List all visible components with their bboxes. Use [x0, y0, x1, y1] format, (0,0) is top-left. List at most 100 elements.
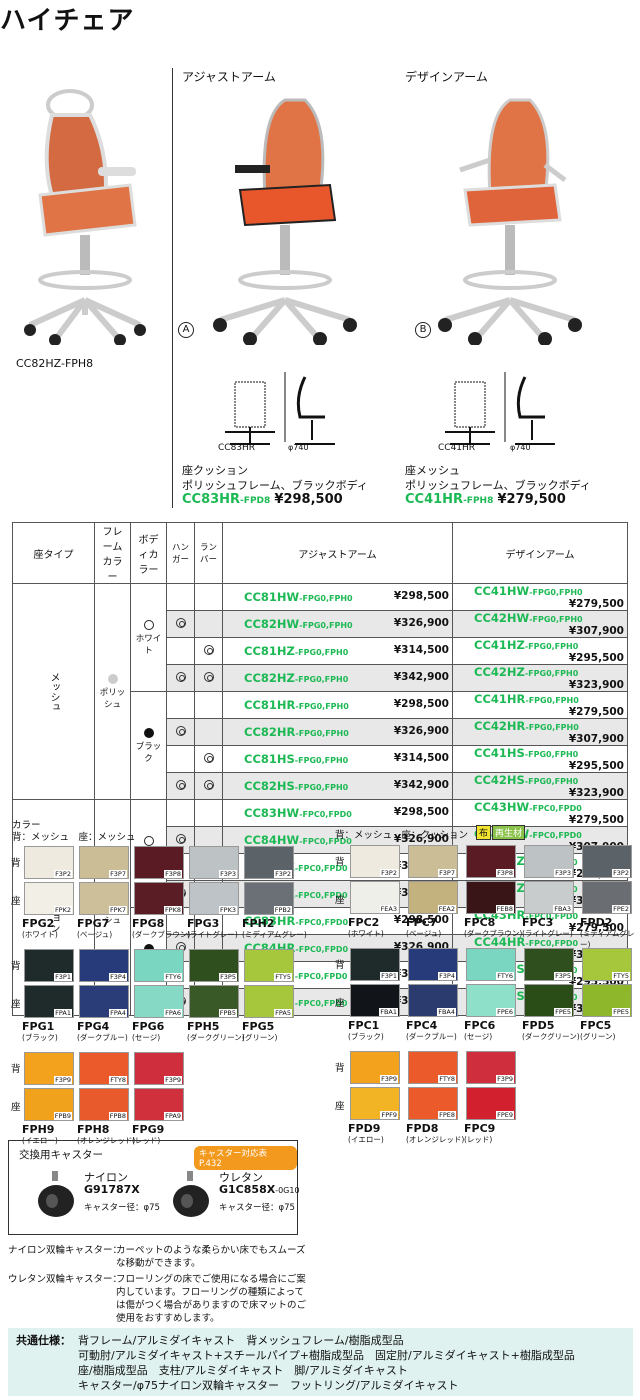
chair-design-label: デザインアーム — [405, 70, 488, 84]
back-swatch-code: F3P9 — [496, 1075, 514, 1083]
adjust-code: CC82HW — [244, 617, 300, 631]
polish-swatch-icon — [107, 673, 118, 684]
adjust-arm-cell: CC81HS-FPG0,FPH0 ¥314,500 — [222, 745, 453, 773]
swatch-code: FPC3 — [522, 916, 554, 929]
spec-label: 共通仕様： — [16, 1334, 71, 1347]
back-swatch: F3P1 — [24, 949, 74, 982]
design-price: ¥323,900 — [568, 787, 624, 799]
swatch-code: FPG1 — [22, 1020, 55, 1033]
design-arm-cell: CC43HW-FPC0,FPD0 ¥279,500 — [452, 799, 628, 827]
design-arm-cell: CC41HW-FPG0,FPH0 ¥279,500 — [452, 583, 628, 611]
swatch-code: FPG7 — [77, 917, 110, 930]
back-swatch-code: FTY6 — [164, 973, 182, 981]
design-code: CC41HR — [474, 692, 526, 706]
swatch-name: (ダークブルー) — [77, 1033, 128, 1042]
design-code: CC44HR — [474, 935, 526, 949]
back-swatch-code: FTY8 — [109, 1076, 127, 1084]
swatch-label: FPC7 (ベージュ) — [406, 917, 441, 939]
adjust-code-suffix: -FPG0,FPH0 — [299, 621, 353, 630]
swatch-name: (ダークブルー) — [406, 1032, 457, 1041]
price-table: 座タイプ フレームカラー ボディカラー ハンガー ランバー アジャストアーム デ… — [12, 522, 628, 1016]
back-swatch-code: F3P3 — [219, 870, 237, 878]
swatch-name: (ミディアムグレー) — [580, 929, 635, 949]
back-swatch: FTY6 — [466, 948, 516, 981]
adjust-code-suffix: -FPC0,FPD0 — [294, 891, 348, 900]
design-code: CC43HW — [474, 800, 530, 814]
table-row: CC82HZ-FPG0,FPH0 ¥342,900 CC42HZ-FPG0,FPH0… — [13, 664, 628, 692]
back-swatch: F3P3 — [524, 845, 574, 878]
seat-swatch-code: FEB8 — [495, 905, 514, 913]
swatch-label: FPC8 (ダークブラウン) — [464, 917, 522, 939]
hanger-cell — [166, 583, 195, 611]
badge-a: A — [178, 322, 194, 338]
table-row: CC81HS-FPG0,FPH0 ¥314,500 CC41HS-FPG0,FPH0… — [13, 745, 628, 773]
design-code-suffix: -FPC0,FPD0 — [525, 939, 579, 948]
back-swatch: F3P9 — [350, 1051, 400, 1084]
back-swatch-code: F3P4 — [438, 972, 456, 980]
swatch-label: FPG7 (ベージュ) — [77, 918, 112, 940]
seat-swatch-code: FBA4 — [437, 1008, 456, 1016]
back-swatch-code: F3P1 — [54, 973, 72, 981]
swatch-name: (セージ) — [132, 1033, 161, 1042]
swatch-code: FPG3 — [187, 917, 220, 930]
swatch-code: FPC8 — [464, 916, 496, 929]
design-price: ¥295,500 — [568, 652, 624, 664]
seat-swatch-code: FPB8 — [108, 1112, 127, 1120]
design-code-suffix: -FPG0,FPH0 — [524, 750, 579, 759]
lumbar-cell — [194, 718, 223, 746]
swatch-label: FPC5 (グリーン) — [580, 1020, 615, 1042]
seat-swatch-code: FPK3 — [218, 906, 237, 914]
swatch-code: FPC7 — [406, 916, 438, 929]
lumbar-option-icon — [203, 644, 214, 655]
adjust-code: CC82HS — [244, 779, 295, 793]
swatch-code: FPC9 — [464, 1122, 496, 1135]
back-swatch-code: FTY6 — [496, 972, 514, 980]
lumbar-cell — [194, 691, 223, 719]
page-title: ハイチェア — [0, 6, 135, 36]
swatch-name: (ホワイト) — [22, 930, 58, 939]
seat-swatch-code: FPK8 — [163, 906, 182, 914]
caster-nylon-icon — [34, 1171, 79, 1225]
frame-color-cell: ポリッシュ — [94, 583, 131, 800]
seat-swatch-code: FPE6 — [496, 1008, 514, 1016]
caster-title: 交換用キャスター — [19, 1149, 103, 1161]
swatch-label: FPG5 (グリーン) — [242, 1021, 277, 1043]
back-swatch-code: F3P1 — [380, 972, 398, 980]
seat-swatch: FEA2 — [408, 881, 458, 914]
swatch-code: FPG4 — [77, 1020, 110, 1033]
back-swatch-code: F3P2 — [380, 869, 398, 877]
design-price: ¥279,500 — [568, 922, 624, 934]
swatch-name: (グリーン) — [580, 1032, 616, 1041]
back-label: 背 — [335, 857, 345, 868]
seat-swatch: FPB2 — [244, 882, 294, 915]
swatch-code: FPH8 — [77, 1123, 110, 1136]
back-swatch-code: FTY5 — [274, 973, 292, 981]
back-swatch-code: F3P5 — [554, 972, 572, 980]
chair-adjust-frame: ポリッシュフレーム、ブラックボディ — [182, 479, 368, 492]
back-swatch-code: F3P9 — [54, 1076, 72, 1084]
design-price: ¥279,500 — [568, 598, 624, 610]
hanger-option-icon — [175, 779, 186, 790]
swatch-label: FPH2 (ミディアムグレー) — [242, 918, 307, 940]
table-row: メッシュ ポリッシュ ホワイト CC81HW-FPG0,FPH0 ¥298,500 CC4… — [12, 583, 628, 800]
adjust-code-suffix: -FPG0,FPH0 — [295, 729, 349, 738]
seat-swatch-code: FEA2 — [437, 905, 456, 913]
design-arm-cell: CC42HR-FPG0,FPH0 ¥307,900 — [452, 718, 628, 746]
seat-swatch-code: FPK2 — [53, 906, 72, 914]
swatch-label: FPC9 (レッド) — [464, 1123, 495, 1145]
adjust-code-suffix: -FPC0,FPD0 — [294, 972, 348, 981]
note-nylon-label: ナイロン双輪キャスター： — [8, 1245, 123, 1256]
back-label: 背 — [335, 1063, 345, 1074]
swatch-label: FPG3 (ライトグレー) — [187, 918, 238, 940]
chair-main-model: CC82HZ-FPH8 — [16, 357, 94, 370]
adjust-price: ¥298,500 — [393, 698, 449, 710]
adjust-price: ¥342,900 — [393, 779, 449, 791]
divider — [172, 68, 173, 508]
chair-design-price-line: CC41HR-FPH8 ¥279,500 — [405, 492, 566, 507]
chair-design-code: CC41HR — [405, 492, 464, 507]
back-swatch: FTY5 — [244, 949, 294, 982]
black-dot-icon — [143, 727, 154, 738]
black-dot-icon — [143, 943, 154, 954]
chair-design-price: ¥279,500 — [497, 492, 566, 507]
swatch-label: FPD8 (オレンジレッド) — [406, 1123, 464, 1145]
